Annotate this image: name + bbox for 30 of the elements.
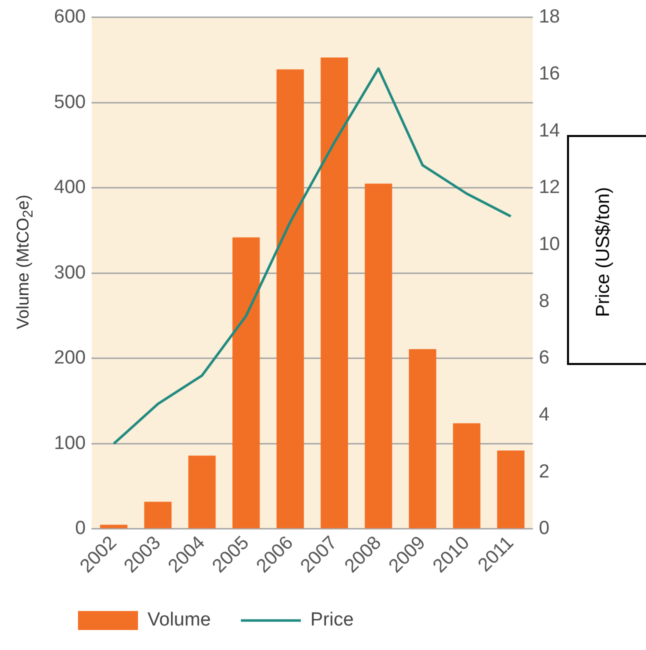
- bar: [453, 423, 480, 528]
- bar: [100, 524, 128, 528]
- y2-tick-label: 14: [538, 120, 560, 142]
- legend-label: Price: [310, 610, 354, 631]
- y2-tick-label: 4: [538, 404, 550, 426]
- y-tick-label: 500: [54, 92, 86, 113]
- y2-tick-label: 2: [538, 461, 550, 482]
- y2-tick-label: 12: [538, 177, 560, 198]
- y-tick-label: 300: [54, 262, 86, 284]
- y2-tick-label: 6: [538, 348, 550, 369]
- legend-label: Volume: [148, 610, 211, 631]
- bar: [408, 349, 436, 528]
- y-tick-label: 200: [54, 348, 86, 369]
- bar: [188, 456, 216, 528]
- y2-tick-label: 0: [538, 518, 550, 540]
- y-tick-label: 0: [75, 518, 86, 540]
- bar: [232, 237, 260, 528]
- y-tick-label: 400: [54, 177, 86, 198]
- y2-tick-label: 16: [538, 63, 560, 84]
- y2-axis-title: Price (US$/ton): [593, 187, 615, 317]
- y-tick-label: 600: [54, 6, 86, 28]
- y2-tick-label: 8: [538, 290, 550, 312]
- y2-tick-label: 10: [538, 234, 560, 256]
- y-tick-label: 100: [54, 432, 86, 454]
- y2-tick-label: 18: [538, 6, 560, 28]
- bar: [144, 502, 172, 528]
- bar: [320, 57, 348, 528]
- bar: [276, 69, 304, 528]
- bar: [497, 450, 524, 528]
- bar: [364, 184, 392, 528]
